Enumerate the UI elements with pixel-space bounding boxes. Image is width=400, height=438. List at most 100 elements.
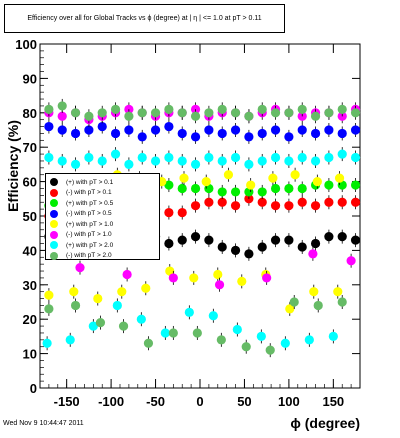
series-2-point [324, 180, 334, 190]
series-7-low-point [241, 342, 251, 352]
legend-entry: (-) with pT > 1.0 [46, 230, 159, 240]
series-6-low-point [65, 335, 75, 345]
series-4-point [246, 180, 256, 190]
legend-marker [50, 220, 58, 228]
series-1-point [297, 197, 307, 207]
x-tick-label: 150 [322, 394, 344, 409]
series-0-point [284, 235, 294, 245]
series-5-low-point [122, 269, 132, 280]
legend-marker [50, 178, 58, 186]
series-7-low-point [216, 335, 226, 345]
series-6-point [137, 152, 147, 163]
series-0-point [217, 242, 227, 252]
series-7-low-point [118, 321, 129, 331]
series-2-point [177, 183, 187, 194]
series-7-point [284, 108, 294, 118]
series-2-point [230, 187, 241, 197]
series-0-point [310, 238, 321, 249]
legend-label: (+) with pT > 1.0 [66, 220, 114, 228]
series-2-point [164, 180, 174, 190]
series-6-point [350, 152, 361, 163]
series-0-point [324, 232, 334, 242]
series-7-low-point [44, 304, 54, 314]
series-3-point [257, 128, 267, 139]
series-6-point [110, 149, 121, 159]
series-7-point [44, 104, 54, 114]
series-0-point [244, 249, 254, 259]
series-3-point [284, 132, 294, 142]
series-6-point [230, 152, 241, 163]
series-6-low-point [328, 331, 338, 341]
series-5-low-point [346, 256, 356, 266]
series-7-low-point [265, 345, 275, 355]
series-7-point [324, 108, 334, 118]
series-3-point [150, 125, 161, 135]
series-6-point [164, 152, 174, 163]
legend-label: (+) with pT > 0.1 [66, 178, 114, 186]
series-5-low-point [262, 273, 272, 283]
series-6-low-point [232, 324, 242, 335]
series-6-point [44, 152, 54, 163]
series-7-low-point [289, 297, 299, 307]
series-7-point [244, 111, 254, 121]
series-4-low-point [93, 293, 103, 304]
series-2-point [297, 183, 307, 194]
series-0-point [204, 235, 214, 245]
y-tick-label: 80 [23, 106, 37, 121]
series-3-point [84, 125, 94, 135]
series-3-point [244, 132, 254, 142]
x-tick-label: 100 [278, 394, 300, 409]
series-3-point [204, 125, 214, 135]
series-4-point [201, 177, 211, 187]
series-4-low-point [117, 287, 127, 297]
y-tick-label: 90 [23, 71, 37, 86]
legend-entry: (-) with pT > 0.1 [46, 188, 159, 198]
series-6-low-point [256, 331, 266, 341]
series-3-point [337, 128, 347, 139]
series-3-point [164, 121, 174, 132]
y-tick-label: 20 [23, 312, 37, 327]
series-7-point [164, 104, 174, 114]
series-3-point [217, 128, 227, 139]
series-6-point [217, 156, 227, 166]
x-tick-label: 0 [196, 394, 203, 409]
series-6-point [57, 156, 67, 166]
y-tick-label: 100 [15, 37, 37, 52]
series-7-point [310, 111, 321, 121]
series-4-point [290, 170, 300, 180]
y-tick-label: 0 [30, 381, 37, 396]
series-6-point [257, 156, 267, 166]
series-2-point [190, 183, 201, 194]
series-7-low-point [70, 300, 81, 311]
series-7-point [350, 108, 361, 118]
series-6-point [337, 149, 347, 159]
series-1-point [350, 197, 361, 207]
legend-label: (+) with pT > 2.0 [66, 241, 114, 249]
series-7-low-point [337, 297, 347, 307]
series-6-point [97, 156, 107, 166]
series-1-point [257, 197, 267, 207]
legend-label: (-) with pT > 0.5 [66, 210, 112, 217]
series-2-point [284, 183, 294, 194]
legend-marker [50, 230, 58, 239]
series-6-low-point [208, 311, 218, 321]
series-7-point [257, 104, 267, 114]
series-7-point [217, 104, 227, 114]
series-1-point [324, 197, 334, 207]
series-5-low-point [168, 273, 178, 283]
legend-marker [50, 209, 58, 218]
legend-label: (-) with pT > 1.0 [66, 231, 112, 238]
series-7-low-point [95, 318, 106, 328]
series-6-low-point [184, 307, 194, 317]
series-3-point [324, 125, 334, 135]
series-1-point [190, 201, 201, 211]
series-6-point [324, 152, 334, 163]
series-3-point [110, 128, 121, 139]
series-3-point [137, 132, 147, 142]
series-3-point [44, 121, 54, 132]
legend-entry: (-) with pT > 2.0 [46, 251, 159, 261]
series-7-point [230, 108, 241, 118]
series-3-point [70, 128, 81, 139]
series-6-point [204, 152, 214, 163]
